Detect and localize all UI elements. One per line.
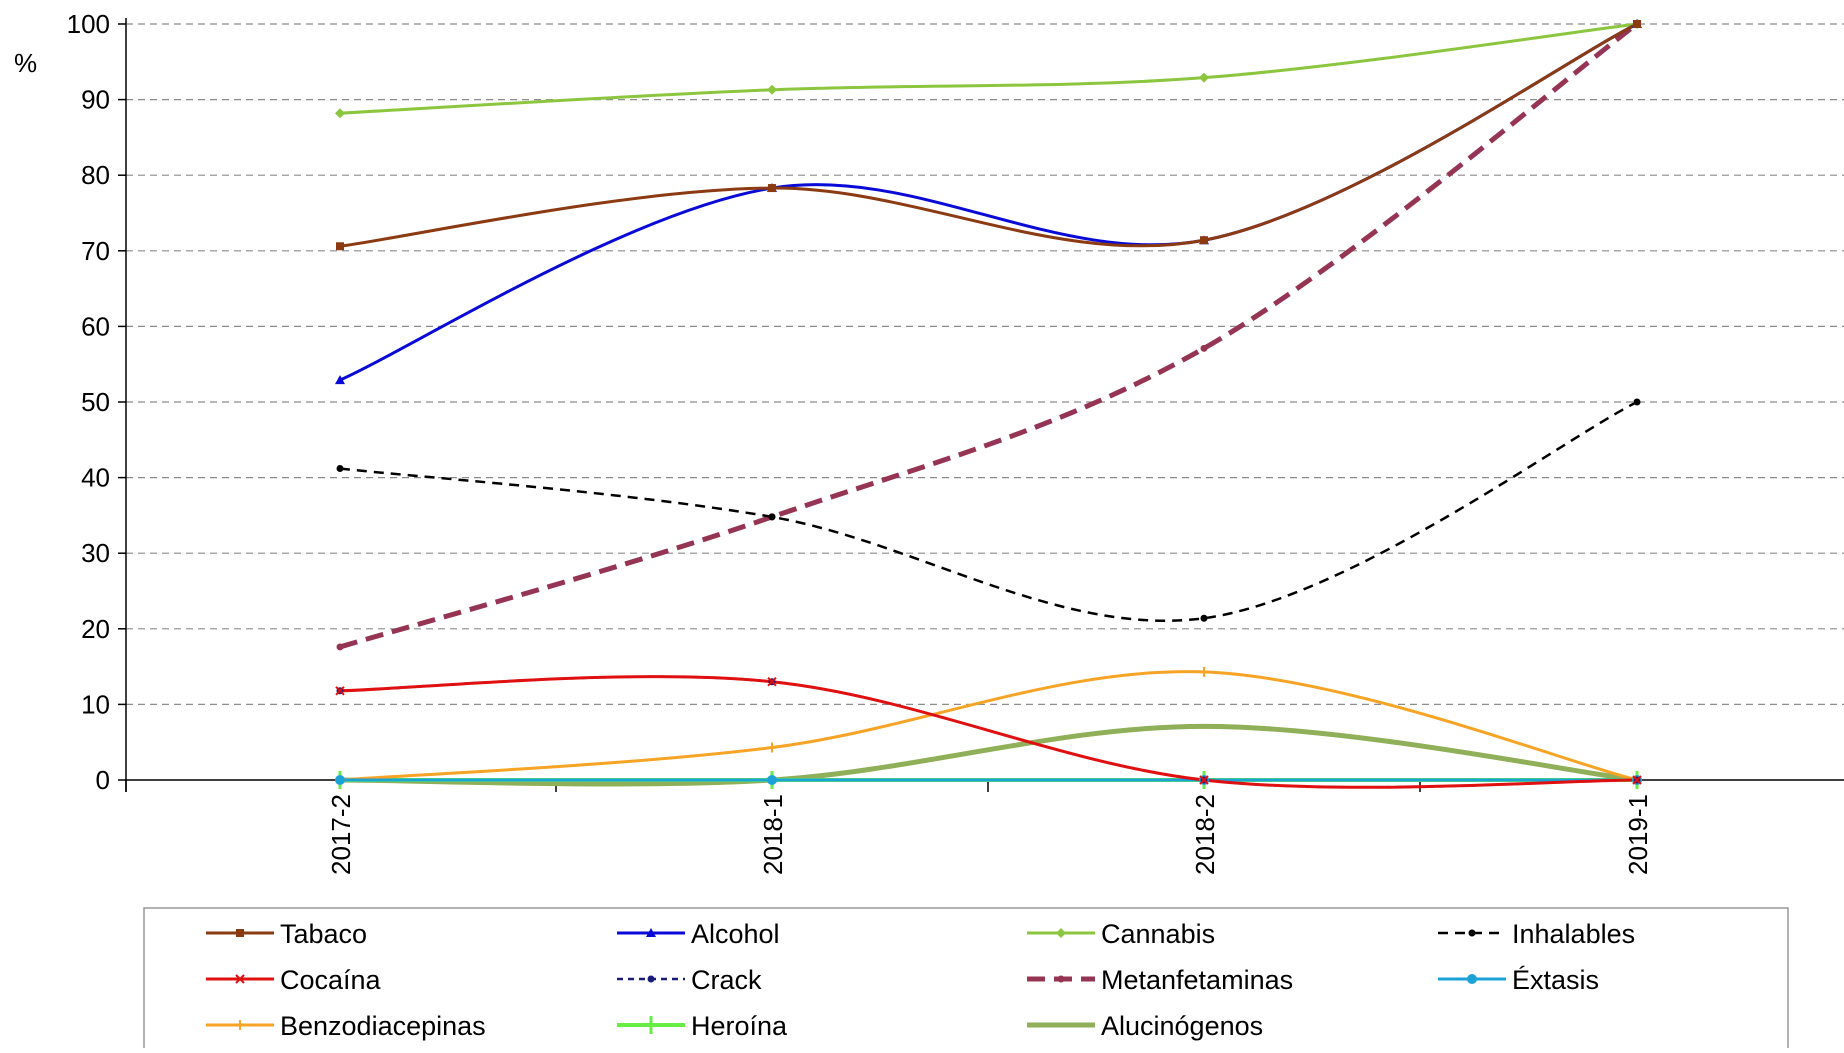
legend-label-metanfetaminas: Metanfetaminas (1101, 965, 1293, 995)
data-point-cocaina (1199, 775, 1209, 785)
series-markers (335, 19, 1642, 789)
y-axis-unit-label: % (14, 48, 37, 78)
data-point-alcohol (335, 375, 345, 385)
legend: Tabaco Alcohol Cannabis Inhalables Cocaína Cr… (143, 907, 1789, 1053)
series-line-benzodiacepinas (339, 670, 1638, 782)
legend-label-crack: Crack (691, 965, 762, 995)
legend-marker-metanfetaminas (1057, 975, 1065, 983)
data-point-cannabis (335, 108, 345, 119)
legend-label-inhalables: Inhalables (1512, 919, 1635, 949)
data-point-metanfetaminas (336, 643, 344, 651)
data-point-benzodiacepinas (1199, 666, 1209, 677)
y-tick-label: 100 (67, 9, 110, 39)
legend-marker-extasis (1467, 974, 1477, 984)
y-tick-label: 20 (81, 614, 110, 644)
data-point-tabaco (768, 184, 776, 193)
legend-marker-cocaina (235, 974, 245, 984)
data-point-extasis (767, 775, 777, 785)
series-line-tabaco (339, 22, 1638, 248)
legend-marker-inhalables (1468, 929, 1476, 937)
data-point-cocaina (767, 677, 777, 687)
x-tick-label: 2019-1 (1623, 794, 1653, 875)
data-point-inhalables (768, 513, 776, 521)
legend-box (143, 907, 1789, 1053)
data-point-tabaco (336, 242, 344, 251)
y-tick-label: 90 (81, 85, 110, 115)
legend-label-alucinogenos: Alucinógenos (1101, 1011, 1263, 1041)
data-point-metanfetaminas (1200, 344, 1208, 352)
legend-marker-cannabis (1056, 928, 1066, 938)
legend-label-cocaina: Cocaína (280, 965, 382, 995)
legend-label-heroina: Heroína (691, 1011, 788, 1041)
y-tick-label: 30 (81, 538, 110, 568)
series-line-cocaina (339, 675, 1638, 789)
series-line-cannabis (339, 22, 1638, 115)
data-point-extasis (335, 775, 345, 785)
legend-label-extasis: Éxtasis (1512, 965, 1599, 995)
data-point-cannabis (767, 84, 777, 95)
series-line-metanfetaminas (339, 21, 1639, 650)
axes: 0 10 20 30 40 50 60 70 80 90 100 2017-2 2018-1 2018-2… (67, 9, 1844, 875)
y-tick-label: 80 (81, 160, 110, 190)
data-point-inhalables (1633, 398, 1641, 406)
gridlines (126, 23, 1844, 706)
data-point-cocaina (1632, 775, 1642, 785)
y-tick-label: 0 (96, 765, 110, 795)
y-tick-label: 50 (81, 387, 110, 417)
legend-label-tabaco: Tabaco (280, 919, 367, 949)
series-lines (339, 21, 1639, 789)
series-line-inhalables (339, 400, 1638, 622)
y-tick-label: 10 (81, 689, 110, 719)
legend-label-cannabis: Cannabis (1101, 919, 1215, 949)
data-point-tabaco (1633, 20, 1641, 28)
x-tick-label: 2018-1 (758, 794, 788, 875)
x-tick-label: 2017-2 (326, 794, 356, 875)
x-tick-label: 2018-2 (1190, 794, 1220, 875)
data-point-inhalables (336, 465, 344, 473)
series-line-alucinogenos (339, 723, 1638, 787)
data-point-cannabis (1199, 72, 1209, 83)
legend-marker-tabaco (236, 929, 244, 937)
data-point-tabaco (1200, 236, 1208, 245)
data-point-benzodiacepinas (767, 742, 777, 753)
y-tick-label: 70 (81, 236, 110, 266)
y-tick-label: 60 (81, 311, 110, 341)
legend-marker-crack (647, 975, 655, 983)
legend-label-alcohol: Alcohol (691, 919, 780, 949)
legend-label-benzodiacepinas: Benzodiacepinas (280, 1011, 486, 1041)
legend-marker-alcohol (646, 928, 656, 937)
data-point-inhalables (1200, 614, 1208, 622)
data-point-cocaina (335, 686, 345, 696)
y-tick-label: 40 (81, 463, 110, 493)
legend-marker-benzodiacepinas (235, 1020, 245, 1030)
